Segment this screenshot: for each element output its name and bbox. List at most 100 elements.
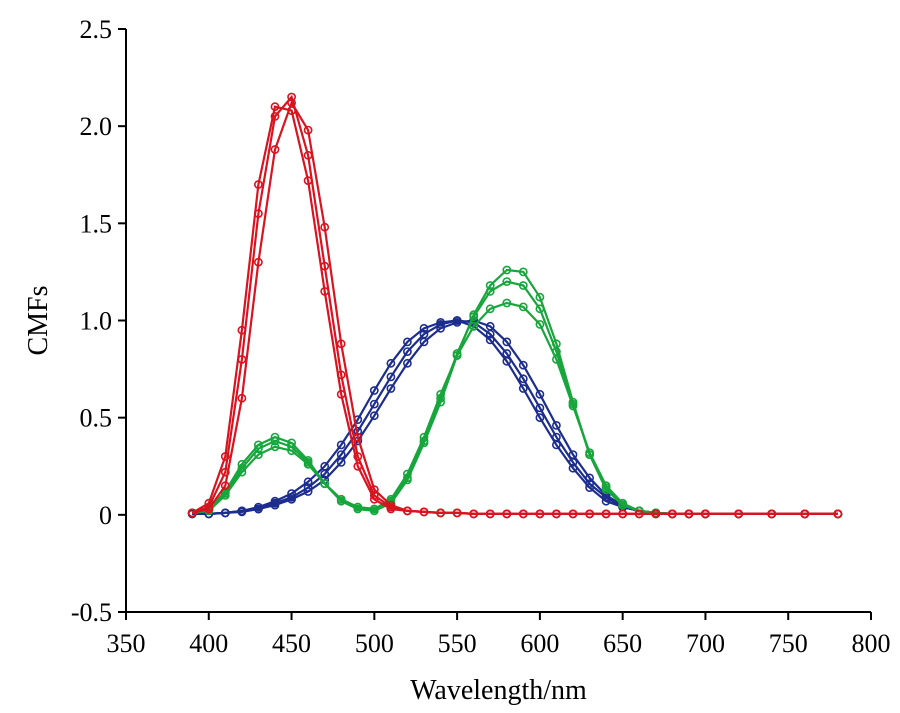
data-point [287,98,296,108]
data-point [369,411,379,421]
x-tick-label: 400 [189,629,228,658]
data-point [253,257,263,267]
series-layer [187,92,843,519]
x-tick-label: 750 [769,629,808,658]
data-point [336,440,346,450]
data-point [237,325,247,335]
data-point [253,504,263,514]
data-point [303,487,313,496]
data-point [485,509,495,519]
data-point [303,125,313,135]
data-point [502,509,512,519]
series-line [192,319,838,516]
data-point [253,180,263,189]
data-point [303,459,313,469]
data-point [502,265,512,275]
series-group [187,265,843,519]
x-tick-label: 700 [686,629,725,658]
data-point [436,508,445,518]
data-point [734,509,743,519]
data-point [469,509,479,519]
y-axis-title: CMFs [23,285,54,355]
data-point [436,389,445,399]
x-tick-label: 550 [438,629,477,658]
data-point [419,337,429,347]
data-point [336,457,346,467]
series-line [192,319,838,516]
data-point [535,413,545,423]
data-point [369,494,379,504]
data-point [204,504,214,514]
data-point [336,494,346,504]
data-point [320,222,330,232]
x-tick-label: 800 [852,629,891,658]
data-point [270,102,280,112]
data-point [220,481,230,491]
data-point [419,507,429,517]
y-tick-label: 2.0 [80,112,113,141]
series-line [192,301,838,516]
data-point [552,432,561,442]
data-point [618,509,628,519]
data-point [634,509,644,519]
data-point [452,351,462,360]
data-point [518,374,528,384]
y-tick-label: 0 [99,501,112,530]
data-point [287,92,296,102]
data-point [568,509,578,519]
data-point [502,298,512,308]
data-point [552,354,561,364]
y-tick-label: 0.5 [80,404,113,433]
data-point [386,358,396,368]
x-axis-title: Wavelength/nm [410,675,587,706]
data-point [485,281,495,290]
data-point [253,450,263,459]
data-point [535,304,545,314]
data-point [502,337,512,347]
data-point [651,509,661,519]
data-point [518,384,528,393]
x-tick-label: 450 [272,629,311,658]
x-tick-label: 650 [603,629,642,658]
data-point [237,393,247,403]
tick-layer: -0.5 0 0.5 1.0 1.5 2.0 2.5 350 400 450 500 550 600 65… [71,15,891,658]
data-point [303,176,313,185]
data-point [502,277,512,286]
data-point [469,321,479,331]
data-point [402,506,412,516]
data-point [535,319,545,329]
data-point [386,500,396,510]
series-line [191,280,838,516]
data-point [270,112,280,121]
x-tick-label: 500 [355,629,394,658]
data-point [320,469,330,479]
data-point [270,442,280,452]
data-point [767,509,777,519]
data-point [353,502,363,512]
data-point [585,479,594,489]
series-line [192,319,838,516]
series-group [187,316,843,519]
data-point [270,145,280,154]
data-point [419,432,429,442]
data-point [402,347,412,356]
data-point [601,481,611,491]
data-point [402,337,412,347]
data-point [320,286,330,296]
data-point [518,509,528,519]
data-point [386,372,396,382]
data-point [402,358,412,368]
data-point [402,469,412,479]
data-point [270,500,280,510]
y-tick-label: 1.5 [80,209,113,238]
data-point [369,386,379,395]
data-point [585,473,594,483]
y-tick-label: -0.5 [71,598,112,627]
data-point [253,444,263,454]
x-tick-label: 600 [520,629,559,658]
data-point [320,479,330,489]
data-point [552,509,561,519]
data-point [800,509,810,519]
data-point [436,323,445,333]
